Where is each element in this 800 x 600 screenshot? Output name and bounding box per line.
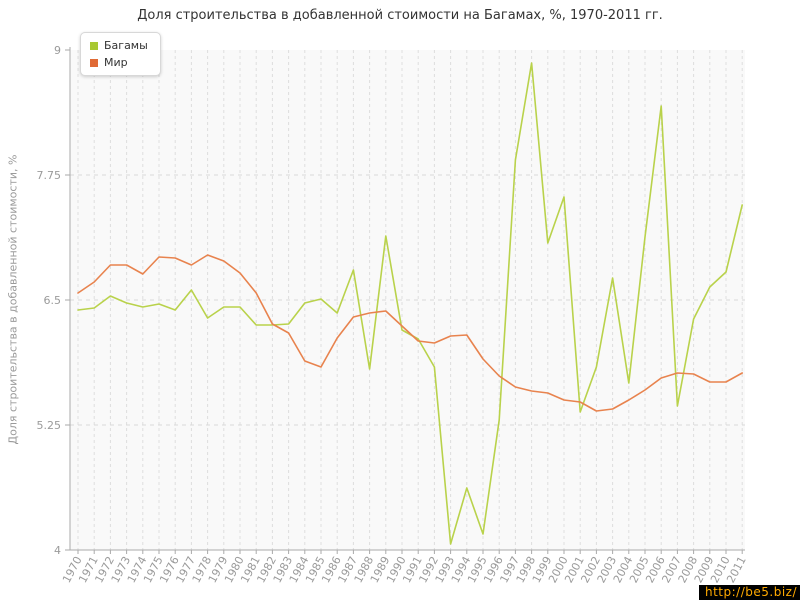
- y-tick-label: 9: [54, 44, 61, 57]
- legend-label-world: Мир: [104, 56, 128, 69]
- legend-marker-world-icon: [90, 58, 98, 67]
- legend-item-bahamas[interactable]: Багамы: [90, 38, 148, 53]
- legend-marker-bahamas-icon: [90, 41, 98, 50]
- chart-title: Доля строительства в добавленной стоимос…: [137, 8, 663, 23]
- y-tick-label: 4: [54, 544, 61, 557]
- legend: Багамы Мир: [80, 32, 161, 76]
- y-tick-label: 5.25: [37, 419, 62, 432]
- legend-label-bahamas: Багамы: [104, 39, 148, 52]
- y-tick-label: 6.5: [44, 294, 62, 307]
- legend-item-world[interactable]: Мир: [90, 55, 148, 70]
- watermark-link[interactable]: http://be5.biz/: [698, 585, 800, 600]
- series-line-world: [77, 254, 744, 412]
- y-tick-label: 7.75: [37, 169, 62, 182]
